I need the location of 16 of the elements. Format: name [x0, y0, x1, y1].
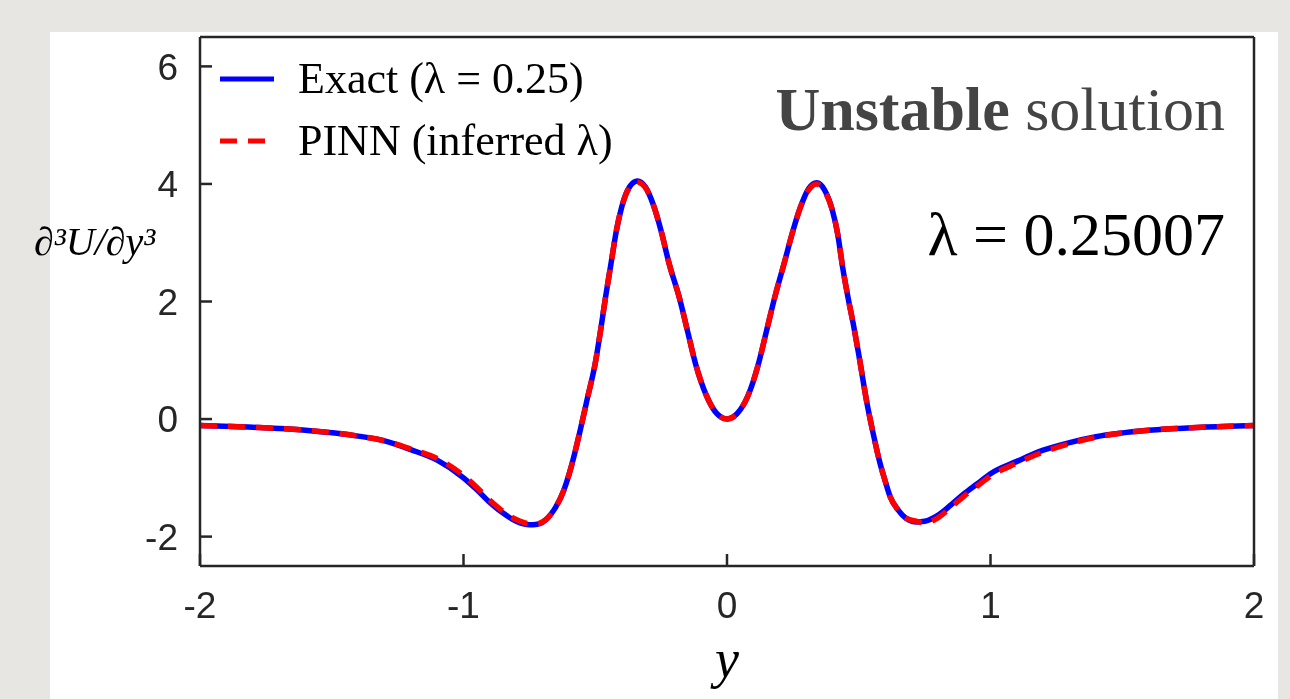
x-axis-title: y — [710, 629, 740, 689]
x-tick-label: 0 — [716, 584, 738, 626]
x-tick-label: -2 — [183, 584, 217, 626]
x-tick-label: 1 — [980, 584, 1001, 626]
y-tick-label: 2 — [157, 281, 178, 323]
legend-label: PINN (inferred λ) — [298, 115, 613, 167]
annotation: λ = 0.25007 — [927, 200, 1225, 268]
y-tick-label: 6 — [157, 46, 178, 88]
y-tick-label: 0 — [157, 399, 178, 441]
annotation: Unstable solution — [775, 75, 1225, 143]
y-tick-label: -2 — [145, 516, 178, 558]
x-tick-label: -1 — [447, 584, 480, 626]
y-tick-label: 4 — [157, 164, 178, 206]
legend-label: Exact (λ = 0.25) — [298, 53, 584, 105]
x-tick-label: 2 — [1243, 584, 1265, 626]
y-axis-title: ∂³U/∂y³ — [34, 219, 156, 264]
